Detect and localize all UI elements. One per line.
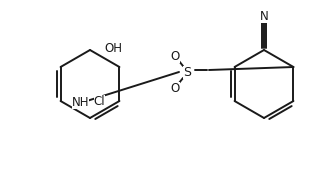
Text: N: N <box>260 9 268 23</box>
Text: S: S <box>183 66 191 78</box>
Text: O: O <box>170 50 180 62</box>
Text: O: O <box>170 82 180 94</box>
Text: Cl: Cl <box>94 94 106 108</box>
Text: OH: OH <box>104 41 122 55</box>
Text: NH: NH <box>71 95 89 109</box>
